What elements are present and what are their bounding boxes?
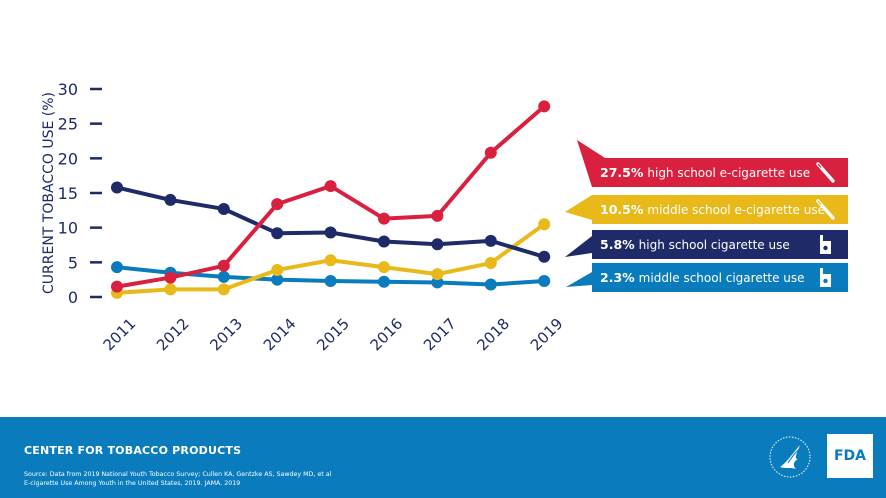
x-tick-label: 2016: [367, 315, 407, 355]
legend-callout-pointer: [577, 140, 605, 187]
legend-item: 2.3% middle school cigarette use: [592, 263, 848, 292]
data-point: [538, 218, 551, 231]
data-point: [164, 271, 177, 284]
legend-value: 5.8%: [600, 237, 635, 252]
data-point: [324, 180, 337, 193]
footer-title: CENTER FOR TOBACCO PRODUCTS: [24, 444, 242, 457]
legend-label: middle school cigarette use: [638, 270, 805, 285]
legend-callout-pointer: [565, 236, 592, 257]
legend-label: high school e-cigarette use: [647, 165, 811, 180]
series-high-school-cigarette-use: [111, 181, 551, 263]
y-tick-label: 20: [58, 149, 78, 168]
legend-callout-pointer: [565, 195, 592, 220]
data-point: [378, 212, 390, 225]
series-middle-school-e-cigarette-use: [111, 218, 551, 299]
data-point: [431, 268, 444, 281]
cigarette-pack-icon: [820, 268, 831, 287]
data-point: [111, 261, 123, 274]
data-point: [431, 238, 444, 251]
data-point: [431, 209, 444, 222]
x-tick-label: 2013: [206, 315, 246, 355]
e-cigarette-icon: [816, 162, 835, 183]
data-point: [378, 275, 390, 288]
data-point: [111, 181, 123, 194]
source-line-2: E-cigarette Use Among Youth in the Unite…: [24, 480, 241, 487]
data-point: [324, 275, 337, 288]
y-tick-label: 15: [58, 184, 78, 203]
data-point: [271, 263, 284, 276]
data-point: [217, 270, 230, 283]
y-tick-label: 25: [58, 115, 78, 134]
y-tick-label: 30: [58, 80, 78, 99]
data-point: [538, 250, 551, 263]
data-point: [324, 226, 337, 239]
legend-label: middle school e-cigarette use: [647, 202, 825, 217]
data-point: [271, 273, 284, 286]
data-point: [111, 280, 123, 293]
legend-value: 27.5%: [600, 165, 644, 180]
data-point: [271, 227, 284, 240]
x-tick-label: 2012: [153, 315, 193, 355]
y-axis-label: CURRENT TOBACCO USE (%): [41, 92, 57, 294]
line-chart: CURRENT TOBACCO USE (%) 0 5 10 15 20 25 30 201…: [41, 80, 605, 355]
data-point: [484, 146, 497, 159]
legend-item: 27.5% high school e-cigarette use: [592, 158, 848, 187]
data-point: [217, 202, 230, 215]
e-cigarette-icon: [816, 199, 835, 220]
hhs-eagle-logo-icon: [769, 436, 811, 478]
data-point: [538, 100, 551, 113]
data-point: [217, 283, 230, 296]
data-point: [271, 198, 284, 211]
cigarette-pack-icon: [820, 235, 831, 254]
legend-value: 10.5%: [600, 202, 644, 217]
data-point: [217, 259, 230, 272]
x-tick-label: 2014: [260, 315, 300, 355]
series-line: [116, 185, 545, 259]
x-tick-label: 2019: [527, 315, 567, 355]
data-point: [484, 234, 497, 247]
y-tick-label: 10: [58, 219, 78, 238]
data-point: [324, 254, 337, 267]
data-point: [538, 275, 551, 288]
x-tick-label: 2015: [313, 315, 353, 355]
series-high-school-e-cigarette-use: [111, 100, 551, 293]
data-point: [164, 283, 177, 296]
legend-item: 10.5% middle school e-cigarette use: [592, 195, 848, 224]
source-line-1: Source: Data from 2019 National Youth To…: [24, 471, 332, 478]
x-tick-label: 2011: [100, 315, 140, 355]
footer-banner: CENTER FOR TOBACCO PRODUCTS Source: Data…: [0, 417, 886, 498]
legend-callout-pointer: [566, 272, 592, 287]
legend-item: 5.8% high school cigarette use: [592, 230, 848, 259]
data-point: [484, 257, 497, 270]
y-tick-label: 0: [68, 288, 78, 307]
data-point: [378, 235, 390, 248]
data-point: [484, 278, 497, 291]
x-tick-label: 2018: [473, 315, 513, 355]
data-point: [378, 261, 390, 274]
x-tick-label: 2017: [420, 315, 460, 355]
data-point: [431, 276, 444, 289]
fda-logo: FDA: [827, 434, 873, 478]
legend-label: high school cigarette use: [638, 237, 790, 252]
y-tick-label: 5: [68, 253, 78, 272]
source-citation: Source: Data from 2019 National Youth To…: [24, 470, 464, 488]
legend-value: 2.3%: [600, 270, 635, 285]
data-point: [164, 193, 177, 206]
